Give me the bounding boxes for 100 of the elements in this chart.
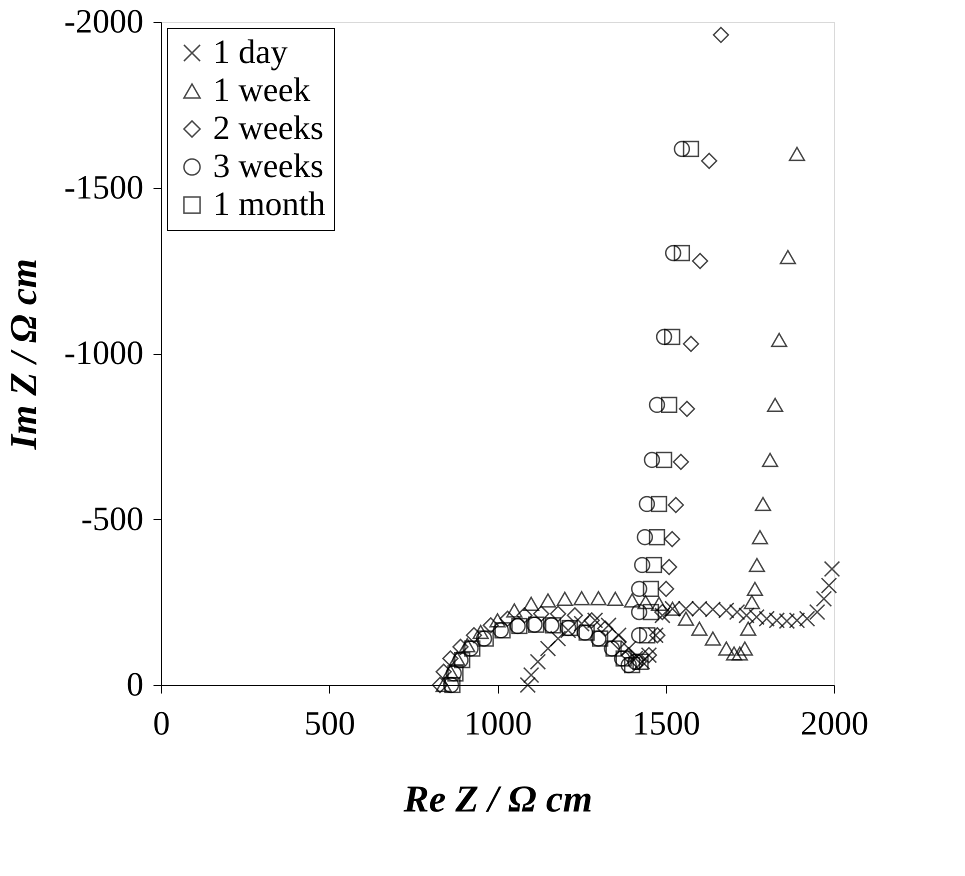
point <box>660 396 678 414</box>
point <box>452 638 469 656</box>
point <box>732 646 748 661</box>
point <box>646 556 662 574</box>
point <box>798 610 816 627</box>
point <box>566 607 584 624</box>
point <box>664 530 680 548</box>
point <box>489 613 506 628</box>
legend-label: 1 day <box>213 34 288 71</box>
point <box>556 592 573 606</box>
legend-label: 2 weeks <box>213 110 324 147</box>
point <box>642 604 660 620</box>
point <box>691 621 708 636</box>
x-tick-label: 1000 <box>464 706 532 742</box>
point <box>644 452 660 468</box>
point <box>736 641 753 656</box>
point <box>631 580 648 598</box>
point <box>678 400 696 418</box>
y-tick-label: -1500 <box>64 169 144 206</box>
point <box>660 558 678 576</box>
legend-label: 1 week <box>213 72 310 109</box>
point <box>472 624 489 640</box>
point <box>656 328 672 346</box>
legend-label: 3 weeks <box>213 148 324 185</box>
point <box>586 612 604 629</box>
point <box>466 627 482 644</box>
point <box>718 641 734 656</box>
point <box>768 612 785 629</box>
point <box>631 627 648 644</box>
point <box>668 496 684 514</box>
point <box>573 590 590 606</box>
point <box>590 590 607 606</box>
point <box>610 627 627 644</box>
point <box>748 558 766 572</box>
x-tick-label: 0 <box>153 706 170 742</box>
point <box>620 647 637 664</box>
point <box>654 604 671 620</box>
point <box>516 607 533 624</box>
point <box>718 602 734 619</box>
point <box>726 646 742 661</box>
point <box>658 580 674 598</box>
point <box>664 328 680 346</box>
point <box>610 634 627 650</box>
point <box>672 454 690 470</box>
point <box>648 396 666 414</box>
point <box>442 664 459 679</box>
point <box>435 664 452 680</box>
point <box>740 621 756 636</box>
point <box>448 651 466 666</box>
point <box>654 607 671 624</box>
y-tick-label: -500 <box>81 500 144 538</box>
point <box>664 244 682 262</box>
point <box>638 496 656 512</box>
point <box>631 604 648 620</box>
point <box>639 627 656 644</box>
point <box>482 617 499 634</box>
point <box>780 250 796 264</box>
point <box>432 676 448 694</box>
point <box>550 606 566 622</box>
point <box>533 606 550 622</box>
point <box>530 654 546 670</box>
point <box>656 452 672 468</box>
point <box>636 529 654 546</box>
point <box>778 612 796 630</box>
x-tick-label: 1500 <box>632 706 700 742</box>
point <box>678 612 694 626</box>
point <box>746 582 764 596</box>
x-tick-label: 500 <box>304 706 356 742</box>
y-axis-title: Im Z / Ω cm <box>3 258 46 450</box>
point <box>584 612 600 629</box>
point <box>650 596 668 611</box>
point <box>634 556 650 574</box>
point <box>674 244 690 262</box>
point <box>506 603 522 618</box>
point <box>540 640 556 657</box>
point <box>788 612 806 629</box>
point <box>758 610 775 627</box>
point <box>770 332 788 348</box>
point <box>642 580 660 598</box>
point <box>650 496 668 512</box>
legend-label: 1 month <box>213 186 326 223</box>
point <box>435 678 452 692</box>
point <box>691 600 708 617</box>
point <box>607 592 624 606</box>
point <box>624 593 640 608</box>
point <box>700 152 718 170</box>
point <box>738 607 755 624</box>
point <box>620 640 637 657</box>
point <box>766 398 784 412</box>
y-tick-label: 0 <box>126 666 144 704</box>
point <box>600 617 617 634</box>
point <box>522 666 540 684</box>
point <box>809 604 826 620</box>
point <box>648 528 666 546</box>
point <box>627 650 644 667</box>
point <box>637 594 654 610</box>
point <box>620 656 637 674</box>
point <box>704 631 722 646</box>
point <box>624 656 640 674</box>
point <box>442 650 459 667</box>
